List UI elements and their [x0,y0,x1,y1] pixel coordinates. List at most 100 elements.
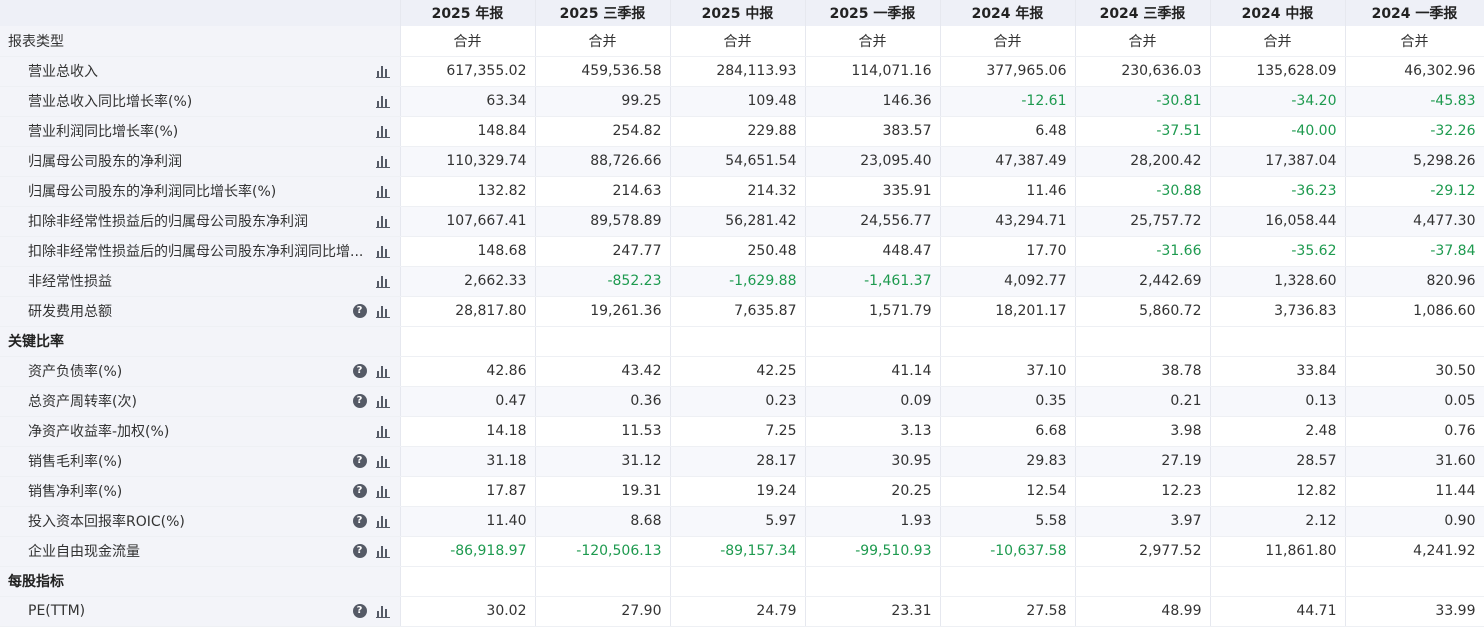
value-cell: 31.60 [1345,446,1484,477]
value-cell: 6.48 [940,116,1076,147]
value-cell: 28,200.42 [1075,146,1211,177]
empty-cell [535,566,671,597]
metric-label: 投入资本回报率ROIC(%) [28,514,185,530]
bar-chart-icon[interactable] [375,214,390,228]
row-icons [375,184,390,198]
bar-chart-icon[interactable] [375,274,390,288]
period-header[interactable]: 2025 一季报 [805,0,941,26]
value-cell: 214.63 [535,176,671,207]
value-cell: 11,861.80 [1210,536,1346,567]
value-cell: 7.25 [670,416,806,447]
period-header[interactable]: 2025 年报 [400,0,536,26]
value-cell: 24,556.77 [805,206,941,237]
value-cell: 109.48 [670,86,806,117]
metric-label: 总资产周转率(次) [28,394,137,410]
empty-cell [1345,326,1484,357]
bar-chart-icon[interactable] [375,244,390,258]
value-cell: -29.12 [1345,176,1484,207]
value-cell: 214.32 [670,176,806,207]
value-cell: -1,629.88 [670,266,806,297]
value-cell: 27.58 [940,596,1076,627]
metric-label-cell: 企业自由现金流量? [0,536,401,567]
period-header[interactable]: 2024 三季报 [1075,0,1211,26]
value-cell: 2,662.33 [400,266,536,297]
question-circle-icon[interactable]: ? [352,363,367,378]
section-header-row: 每股指标 [0,566,1484,597]
value-cell: -32.26 [1345,116,1484,147]
metric-label: 归属母公司股东的净利润同比增长率(%) [28,184,277,200]
row-icons: ? [352,363,390,378]
metric-row: 净资产收益率-加权(%) 14.18 11.53 7.25 3.13 6.68 3.98 2.… [0,416,1484,447]
value-cell: 3.13 [805,416,941,447]
bar-chart-icon[interactable] [375,484,390,498]
value-cell: 63.34 [400,86,536,117]
empty-cell [670,326,806,357]
empty-cell [940,326,1076,357]
bar-chart-icon[interactable] [375,454,390,468]
metric-label-cell: PE(TTM)? [0,596,401,627]
value-cell: -852.23 [535,266,671,297]
question-circle-icon[interactable]: ? [352,453,367,468]
value-cell: 56,281.42 [670,206,806,237]
period-header[interactable]: 2024 年报 [940,0,1076,26]
bar-chart-icon[interactable] [375,544,390,558]
value-cell: 12.23 [1075,476,1211,507]
row-icons [375,274,390,288]
value-cell: 229.88 [670,116,806,147]
bar-chart-icon[interactable] [375,394,390,408]
metric-row: 归属母公司股东的净利润 110,329.74 88,726.66 54,651.54 2… [0,146,1484,177]
value-cell: 47,387.49 [940,146,1076,177]
bar-chart-icon[interactable] [375,94,390,108]
value-cell: 12.82 [1210,476,1346,507]
value-cell: 19.31 [535,476,671,507]
metric-label: 营业总收入同比增长率(%) [28,94,193,110]
period-header[interactable]: 2025 三季报 [535,0,671,26]
value-cell: 5,860.72 [1075,296,1211,327]
value-cell: 14.18 [400,416,536,447]
value-cell: 2.48 [1210,416,1346,447]
bar-chart-icon[interactable] [375,304,390,318]
metric-row: 资产负债率(%)? 42.86 43.42 42.25 41.14 37.10 38.78 3… [0,356,1484,387]
bar-chart-icon[interactable] [375,604,390,618]
metric-label: 营业总收入 [28,64,98,80]
bar-chart-icon[interactable] [375,154,390,168]
value-cell: -37.51 [1075,116,1211,147]
bar-chart-icon[interactable] [375,124,390,138]
bar-chart-icon[interactable] [375,64,390,78]
bar-chart-icon[interactable] [375,184,390,198]
question-circle-icon[interactable]: ? [352,303,367,318]
value-cell: 5,298.26 [1345,146,1484,177]
question-circle-icon[interactable]: ? [352,603,367,618]
period-header[interactable]: 2025 中报 [670,0,806,26]
question-circle-icon[interactable]: ? [352,483,367,498]
value-cell: 3,736.83 [1210,296,1346,327]
metric-label-cell: 扣除非经常性损益后的归属母公司股东净利润 [0,206,401,237]
metric-row: 营业利润同比增长率(%) 148.84 254.82 229.88 383.57 6.48… [0,116,1484,147]
value-cell: -86,918.97 [400,536,536,567]
value-cell: 110,329.74 [400,146,536,177]
value-cell: 11.46 [940,176,1076,207]
question-circle-icon[interactable]: ? [352,393,367,408]
value-cell: 37.10 [940,356,1076,387]
value-cell: 3.98 [1075,416,1211,447]
metric-label-cell: 销售净利率(%)? [0,476,401,507]
metric-row: 销售毛利率(%)? 31.18 31.12 28.17 30.95 29.83 27.19 2… [0,446,1484,477]
value-cell: -45.83 [1345,86,1484,117]
value-cell: 28.57 [1210,446,1346,477]
metric-row: PE(TTM)? 30.02 27.90 24.79 23.31 27.58 48.99 44… [0,596,1484,627]
header-corner [0,0,401,26]
value-cell: 23,095.40 [805,146,941,177]
period-header[interactable]: 2024 中报 [1210,0,1346,26]
bar-chart-icon[interactable] [375,424,390,438]
report-type-cell: 合并 [670,26,806,57]
period-header[interactable]: 2024 一季报 [1345,0,1484,26]
question-circle-icon[interactable]: ? [352,543,367,558]
metric-label: 企业自由现金流量 [28,544,140,560]
question-circle-icon[interactable]: ? [352,513,367,528]
value-cell: 28,817.80 [400,296,536,327]
bar-chart-icon[interactable] [375,364,390,378]
value-cell: 20.25 [805,476,941,507]
section-title: 关键比率 [0,326,401,357]
value-cell: 0.90 [1345,506,1484,537]
bar-chart-icon[interactable] [375,514,390,528]
